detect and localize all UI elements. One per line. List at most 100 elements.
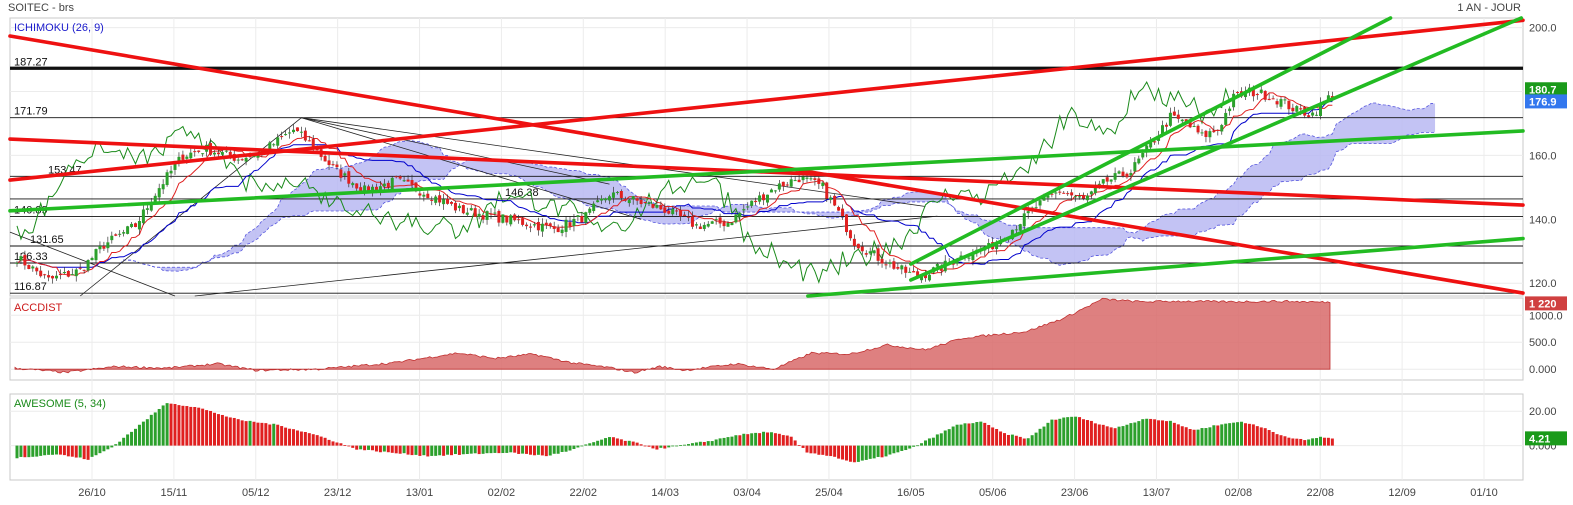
awesome-bar: [327, 439, 331, 446]
candle-body: [35, 267, 39, 272]
candle-body: [438, 195, 442, 203]
awesome-bar: [414, 445, 418, 455]
awesome-bar: [1078, 417, 1082, 446]
awesome-bar: [1046, 422, 1050, 446]
candle-body: [94, 249, 98, 261]
candle-body: [1161, 125, 1164, 137]
awesome-bar: [323, 437, 327, 446]
awesome-bar: [797, 444, 801, 446]
accdist-badge: 1 220: [1529, 298, 1557, 310]
candle-body: [1291, 107, 1295, 112]
candle-body: [371, 186, 374, 193]
awesome-bar: [1022, 438, 1026, 446]
awesome-bar: [560, 445, 564, 452]
fan-line: [9, 231, 176, 297]
awesome-bar: [292, 429, 295, 446]
candle-body: [1279, 99, 1283, 107]
awesome-bar: [453, 445, 457, 455]
awesome-bar: [43, 445, 47, 456]
awesome-bar: [47, 445, 51, 455]
awesome-bar: [1157, 420, 1161, 446]
candle-body: [675, 210, 679, 212]
awesome-bar: [1149, 418, 1153, 446]
candle-body: [876, 248, 880, 261]
awesome-bar: [307, 433, 311, 446]
awesome-bar: [781, 435, 785, 446]
awesome-bar: [845, 445, 848, 461]
candle-body: [102, 245, 106, 249]
awesome-bar: [335, 442, 339, 446]
candle-body: [702, 224, 706, 229]
awesome-bar: [540, 445, 544, 456]
awesome-bar: [438, 445, 442, 456]
accdist-title: ACCDIST: [14, 302, 63, 314]
candle-body: [927, 274, 931, 281]
awesome-bar: [256, 422, 260, 446]
awesome-bar: [311, 434, 315, 446]
candle-body: [687, 216, 690, 218]
candle-body: [671, 208, 675, 215]
awesome-bar: [457, 445, 461, 455]
candle-body: [868, 251, 872, 254]
awesome-bar: [872, 445, 876, 459]
awesome-bar: [959, 424, 963, 446]
candle-body: [1275, 101, 1279, 105]
candle-body: [924, 273, 927, 279]
awesome-bar: [1184, 427, 1188, 446]
awesome-bar: [809, 445, 813, 454]
candle-body: [580, 215, 584, 223]
candle-body: [1034, 207, 1038, 209]
awesome-bar: [596, 440, 600, 446]
candle-body: [505, 216, 509, 223]
candle-body: [307, 140, 311, 142]
candle-body: [51, 275, 55, 279]
awesome-bar: [608, 437, 611, 446]
awesome-bar: [485, 445, 489, 454]
awesome-bar: [331, 441, 335, 446]
awesome-bar: [1161, 420, 1164, 446]
candle-body: [540, 223, 544, 232]
candle-body: [465, 212, 469, 215]
awesome-bar: [209, 410, 213, 446]
awesome-bar: [461, 445, 465, 455]
candle-body: [623, 198, 627, 201]
candle-body: [1089, 191, 1093, 195]
awesome-bar: [1093, 423, 1097, 446]
awesome-bar: [600, 439, 604, 446]
candle-body: [825, 182, 829, 199]
fan-line: [301, 117, 642, 220]
candle-body: [410, 180, 414, 185]
candle-body: [1192, 126, 1196, 128]
candle-body: [288, 132, 292, 134]
awesome-bar: [643, 445, 647, 447]
candle-body: [892, 261, 896, 269]
x-tick-label: 02/02: [488, 487, 516, 499]
awesome-bar: [655, 445, 659, 450]
level-label: 146.38: [505, 187, 539, 199]
awesome-bar: [284, 427, 288, 446]
awesome-bar: [532, 445, 536, 456]
candle-body: [220, 152, 224, 155]
awesome-bar: [1188, 429, 1192, 446]
candle-body: [1026, 211, 1030, 214]
awesome-bar: [66, 445, 70, 457]
trendline-red: [8, 18, 1525, 182]
awesome-bar: [110, 445, 114, 448]
awesome-bar: [1307, 439, 1311, 446]
awesome-bar: [1303, 440, 1307, 446]
candle-body: [556, 227, 560, 233]
awesome-bar: [999, 431, 1003, 446]
fan-line: [194, 215, 938, 297]
candle-body: [521, 218, 525, 225]
candle-body: [1125, 173, 1129, 178]
level-label: 187.27: [14, 56, 48, 68]
awesome-bar: [750, 433, 754, 446]
candle-body: [126, 226, 130, 234]
candle-body: [552, 226, 556, 229]
awesome-bar: [1121, 426, 1125, 446]
candle-body: [1200, 132, 1204, 134]
candle-body: [461, 205, 465, 214]
candle-body: [548, 223, 552, 226]
